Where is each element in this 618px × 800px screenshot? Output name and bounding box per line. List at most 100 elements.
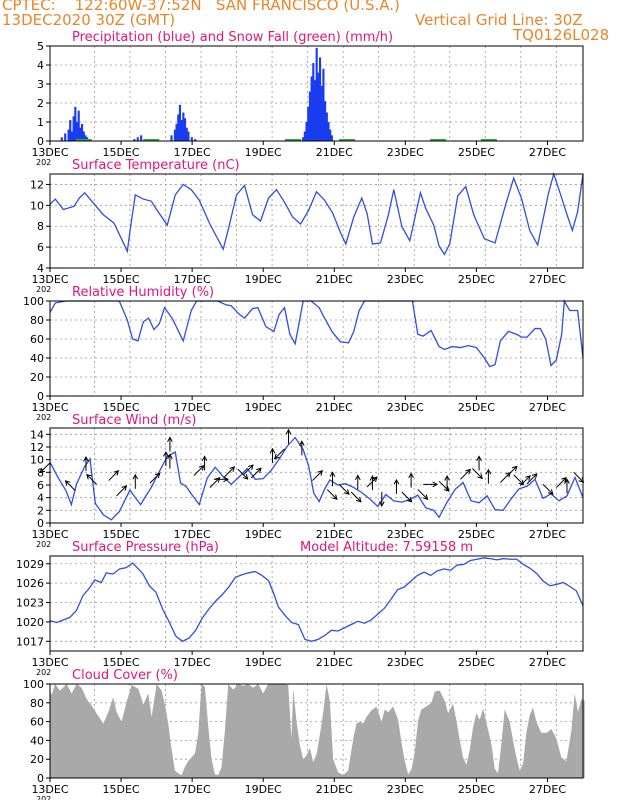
precip-day-label: 13DEC xyxy=(31,146,68,159)
wind-arrow-head xyxy=(223,476,229,483)
wind-arrow xyxy=(86,474,97,485)
precip-ytick-label: 1 xyxy=(37,116,44,129)
temperature-day-label: 25DEC xyxy=(458,273,495,286)
wind-arrow-head xyxy=(285,428,292,435)
wind-arrow-head xyxy=(132,473,139,480)
humidity-ytick-label: 60 xyxy=(30,333,44,346)
pressure-ytick-label: 1023 xyxy=(16,597,44,610)
pressure-subtitle: Model Altitude: 7.59158 m xyxy=(300,540,473,555)
precip-bar xyxy=(190,137,193,141)
cloud-ytick-label: 0 xyxy=(37,772,44,785)
precip-bar xyxy=(310,76,313,141)
wind-arrow-head xyxy=(485,468,492,475)
precip-bar xyxy=(183,118,187,141)
temperature-line xyxy=(49,171,584,256)
precip-panel xyxy=(46,45,584,145)
precip-bar xyxy=(177,114,180,141)
precip-ytick-label: 3 xyxy=(37,78,44,91)
precip-bar xyxy=(133,139,136,141)
cloud-ytick-label: 100 xyxy=(23,678,44,691)
wind-arrow xyxy=(326,489,338,500)
humidity-day-label: 27DEC xyxy=(529,401,566,414)
wind-arrow xyxy=(472,468,483,479)
wind-day-label: 27DEC xyxy=(529,528,566,541)
wind-arrow-head xyxy=(121,485,128,491)
wind-ytick-label: 12 xyxy=(30,441,44,454)
wind-arrow xyxy=(401,491,412,503)
wind-arrow-head xyxy=(273,453,280,460)
precip-bar xyxy=(72,116,75,141)
wind-ytick-label: 10 xyxy=(30,454,44,467)
humidity-panel xyxy=(46,298,584,400)
wind-arrow-head xyxy=(531,473,538,479)
precip-bar xyxy=(315,47,318,141)
precip-bar xyxy=(173,129,176,141)
wind-day-label: 25DEC xyxy=(458,528,495,541)
pressure-ytick-label: 1029 xyxy=(16,558,44,571)
wind-arrow-head xyxy=(356,496,362,503)
station-header: CPTEC: 122:60W-37:52N SAN FRANCISCO (U.S… xyxy=(2,0,400,14)
snow-mark xyxy=(480,139,497,141)
humidity-day-label: 19DEC xyxy=(245,401,282,414)
precip-ytick-label: 2 xyxy=(37,97,44,110)
wind-arrow xyxy=(417,489,428,500)
wind-arrow-head xyxy=(477,473,483,480)
pressure-day-label: 15DEC xyxy=(103,656,140,669)
precip-bar xyxy=(318,57,322,141)
wind-arrow-head xyxy=(242,474,249,480)
pressure-day-label: 23DEC xyxy=(387,656,424,669)
wind-arrow-head xyxy=(229,466,236,472)
precip-bar xyxy=(81,123,84,141)
precip-bar xyxy=(75,122,79,141)
temperature-day-label: 17DEC xyxy=(174,273,211,286)
temperature-panel xyxy=(46,171,584,272)
cloud-day-label: 17DEC xyxy=(174,783,211,796)
precip-frame xyxy=(49,45,584,142)
cloud-day-label: 27DEC xyxy=(529,783,566,796)
wind-arrow-head xyxy=(86,473,92,480)
wind-arrow xyxy=(149,472,161,484)
humidity-ytick-label: 0 xyxy=(37,390,44,403)
cloud-day-label: 13DEC xyxy=(31,783,68,796)
temperature-day-label: 23DEC xyxy=(387,273,424,286)
wind-arrow xyxy=(250,467,262,479)
snow-mark xyxy=(75,139,92,141)
wind-arrow xyxy=(193,465,205,476)
wind-arrow-head xyxy=(167,453,173,460)
wind-day-label: 21DEC xyxy=(316,528,353,541)
wind-arrow-head xyxy=(317,470,324,476)
pressure-title: Surface Pressure (hPa) xyxy=(72,540,219,555)
wind-arrow-head xyxy=(83,456,89,462)
precip-ytick-label: 4 xyxy=(37,59,44,72)
precip-bar xyxy=(140,135,143,141)
wind-arrow-head xyxy=(444,475,450,481)
wind-day-label: 17DEC xyxy=(174,528,211,541)
pressure-day-label: 19DEC xyxy=(245,656,282,669)
wind-arrow-head xyxy=(525,475,531,481)
precip-bar xyxy=(317,72,320,141)
wind-arrow-head xyxy=(443,486,450,492)
precip-day-label: 17DEC xyxy=(174,146,211,159)
wind-arrow xyxy=(338,484,350,495)
humidity-day-label: 23DEC xyxy=(387,401,424,414)
wind-arrow xyxy=(312,470,323,481)
wind-arrow-head xyxy=(378,501,385,508)
cloud-cover-area xyxy=(50,684,585,778)
wind-arrow xyxy=(65,480,76,492)
wind-arrow xyxy=(520,475,531,486)
pressure-ytick-label: 1026 xyxy=(16,577,44,590)
wind-arrow xyxy=(108,470,119,481)
precip-bar xyxy=(312,63,315,141)
wind-arrow-head xyxy=(393,478,400,485)
cloud-year-stub: 202 xyxy=(36,795,51,800)
wind-arrow-head xyxy=(511,465,518,472)
precip-bar xyxy=(305,122,308,141)
wind-arrow xyxy=(513,474,524,486)
wind-arrow-head xyxy=(476,455,482,462)
wind-arrow-head xyxy=(332,494,338,500)
wind-frame xyxy=(49,427,584,524)
pressure-day-label: 13DEC xyxy=(31,656,68,669)
humidity-day-label: 15DEC xyxy=(103,401,140,414)
precip-bar xyxy=(70,131,74,141)
wind-ytick-label: 6 xyxy=(37,479,44,492)
